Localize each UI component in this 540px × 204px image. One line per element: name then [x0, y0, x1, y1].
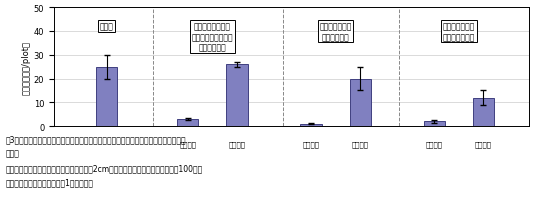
- Bar: [473, 98, 494, 126]
- Text: 麦わら無: 麦わら無: [475, 141, 492, 147]
- Bar: [226, 65, 248, 126]
- Text: 麦わら有: 麦わら有: [426, 141, 443, 147]
- Text: 嘰3　活性炭を土壌表層に施用した場合の土壌処理剤散布時麦わら被覆による除草効果: 嘰3 活性炭を土壌表層に施用した場合の土壌処理剤散布時麦わら被覆による除草効果: [5, 135, 186, 144]
- Bar: [350, 79, 371, 126]
- Bar: [423, 122, 445, 126]
- Bar: [96, 67, 117, 126]
- Text: 麦わら無: 麦わら無: [352, 141, 369, 147]
- Text: 麦わら有: 麦わら有: [179, 141, 196, 147]
- Text: 注）縦線は標準誤差を示す。土壌表層に終2cm厚で施用した活性炭上にヒエ種子100粒を: 注）縦線は標準誤差を示す。土壌表層に終2cm厚で施用した活性炭上にヒエ種子100…: [5, 163, 202, 172]
- Bar: [177, 119, 198, 126]
- Text: ベンチオカーブ・
ベンディメタリン・
リニューロン: ベンチオカーブ・ ベンディメタリン・ リニューロン: [192, 22, 233, 52]
- Text: 麦わら無: 麦わら無: [228, 141, 246, 147]
- Y-axis label: 残草量（個体/plot）: 残草量（個体/plot）: [22, 40, 31, 94]
- Text: ジメテナミド・
リニューロン: ジメテナミド・ リニューロン: [320, 22, 352, 42]
- Bar: [300, 124, 321, 126]
- Text: の変動: の変動: [5, 149, 19, 158]
- Text: ブロメトリン・
メトラクロール: ブロメトリン・ メトラクロール: [443, 22, 475, 42]
- Text: 麦わら有: 麦わら有: [302, 141, 320, 147]
- Text: 散布した。他の実験方法は嘰1注に同じ。: 散布した。他の実験方法は嘰1注に同じ。: [5, 177, 93, 186]
- Text: 無処理: 無処理: [100, 22, 114, 31]
